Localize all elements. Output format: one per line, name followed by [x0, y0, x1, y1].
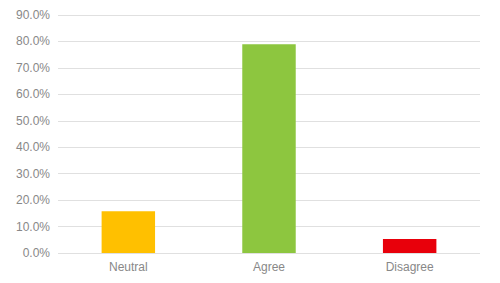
svg-text:0.0%: 0.0%: [23, 246, 51, 260]
svg-text:40.0%: 40.0%: [16, 140, 50, 154]
svg-text:50.0%: 50.0%: [16, 114, 50, 128]
svg-text:80.0%: 80.0%: [16, 34, 50, 48]
svg-text:90.0%: 90.0%: [16, 8, 50, 22]
svg-text:60.0%: 60.0%: [16, 87, 50, 101]
svg-text:Agree: Agree: [253, 260, 285, 274]
svg-text:Disagree: Disagree: [386, 260, 434, 274]
svg-text:20.0%: 20.0%: [16, 193, 50, 207]
svg-text:70.0%: 70.0%: [16, 61, 50, 75]
svg-text:10.0%: 10.0%: [16, 220, 50, 234]
svg-text:Neutral: Neutral: [109, 260, 148, 274]
svg-text:30.0%: 30.0%: [16, 167, 50, 181]
